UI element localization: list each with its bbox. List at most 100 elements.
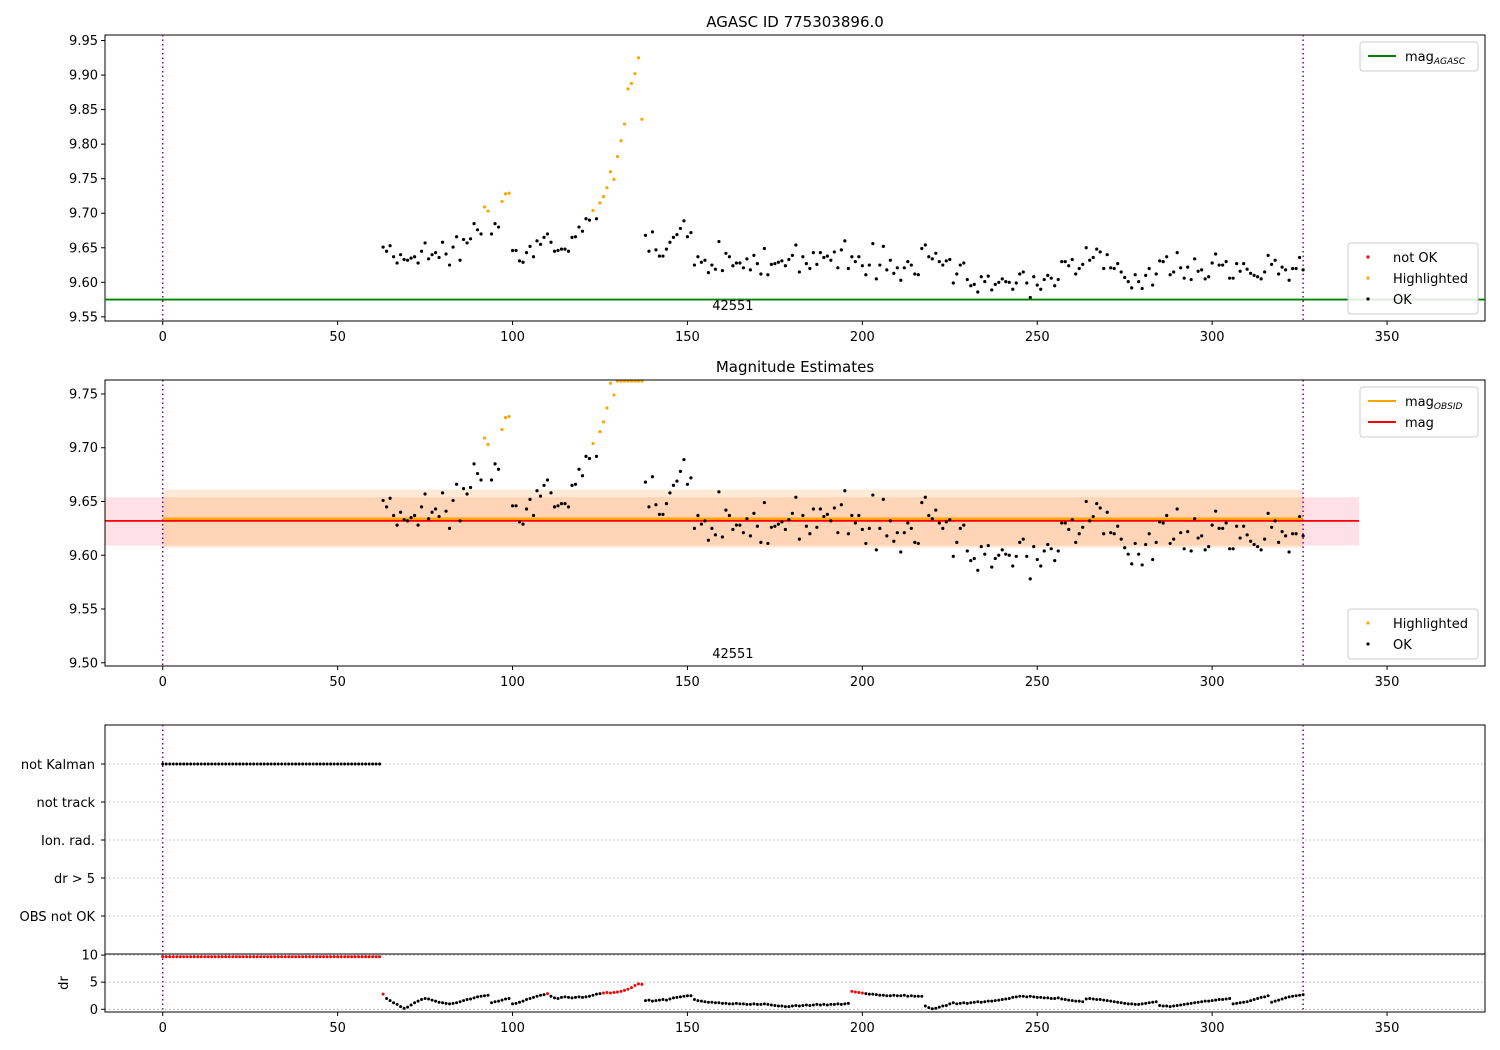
ok-point: [1252, 542, 1256, 547]
not-kalman-flag-point: [290, 762, 294, 766]
dr-point: [1000, 998, 1004, 1002]
ok-point: [815, 525, 819, 529]
dr-point: [1116, 1000, 1120, 1004]
ok-point: [801, 255, 805, 259]
dr-point: [1249, 999, 1253, 1003]
ok-point: [860, 264, 864, 268]
x-tick-label: 150: [675, 675, 700, 690]
ok-point: [962, 523, 966, 527]
ok-point: [766, 273, 770, 277]
ok-point: [475, 228, 480, 232]
dr-point: [497, 999, 501, 1003]
dr-point: [1018, 994, 1022, 998]
dr-large-point: [339, 955, 343, 959]
ok-point: [1259, 548, 1263, 552]
ok-point: [493, 221, 497, 226]
dr-point: [1193, 1001, 1197, 1005]
dr-point: [560, 995, 564, 999]
dr-point: [399, 1005, 403, 1009]
dr-point: [1172, 1004, 1176, 1008]
ok-point: [839, 503, 843, 507]
dr-large-point: [350, 955, 354, 959]
ok-point: [594, 454, 599, 458]
not-kalman-flag-point: [273, 762, 277, 766]
dr-large-point: [287, 955, 291, 959]
ok-point: [937, 259, 941, 264]
ok-point: [962, 261, 966, 265]
highlighted-point: [608, 170, 613, 174]
x-tick-label: 50: [329, 675, 346, 690]
x-tick-label: 300: [1200, 675, 1225, 690]
not-kalman-flag-point: [329, 762, 333, 766]
dr-point: [1060, 997, 1064, 1001]
ok-point: [720, 535, 725, 539]
ok-point: [1077, 266, 1081, 271]
highlighted-point: [507, 191, 511, 195]
ok-point: [797, 270, 801, 274]
dr-large-point: [318, 955, 322, 959]
dr-point: [738, 1002, 742, 1006]
ok-point: [1119, 537, 1123, 541]
ok-point: [1210, 261, 1214, 265]
highlighted-point: [598, 201, 602, 205]
ok-point: [514, 248, 518, 253]
not-kalman-flag-point: [308, 762, 312, 766]
ok-point: [1060, 259, 1064, 264]
dr-point: [899, 994, 903, 998]
not-kalman-flag-point: [231, 762, 235, 766]
ok-point: [1210, 523, 1214, 527]
not-kalman-flag-point: [182, 762, 186, 766]
dr-point: [675, 995, 679, 999]
ok-point: [1263, 270, 1267, 274]
not-kalman-flag-point: [168, 762, 172, 766]
ok-point: [1186, 265, 1190, 269]
dr-point: [608, 991, 612, 995]
dr-point: [601, 991, 605, 995]
ok-point: [517, 520, 522, 524]
dr-point: [881, 993, 885, 997]
dr-point: [913, 994, 917, 998]
ok-point: [661, 254, 665, 258]
dr-point: [511, 1002, 515, 1006]
ok-point: [1291, 266, 1295, 271]
dr-point: [1235, 1001, 1239, 1005]
ok-point: [899, 550, 903, 554]
y-tick-label: 9.65: [69, 241, 98, 256]
dr-large-point: [220, 955, 224, 959]
dr-point: [1186, 1002, 1190, 1006]
dr-large-point: [325, 955, 329, 959]
dr-point: [1049, 996, 1053, 1000]
ok-point: [1280, 530, 1284, 534]
ok-point: [738, 523, 742, 527]
flags-panel: not Kalman not track Ion. rad. dr > 5 OBS no…: [20, 724, 1486, 955]
dr-point: [629, 986, 633, 990]
dr-large-point: [259, 955, 263, 959]
dr-point: [741, 1002, 745, 1006]
dr-point: [539, 993, 543, 997]
ok-point: [542, 235, 546, 240]
ok-point: [542, 483, 546, 487]
dr-point: [668, 997, 672, 1001]
x-tick-label: 300: [1200, 1021, 1225, 1036]
dr-large-point: [182, 955, 186, 959]
highlighted-point: [636, 56, 641, 60]
ok-point: [836, 531, 840, 535]
not-kalman-flag-point: [374, 762, 378, 766]
ok-point: [944, 259, 948, 263]
not-kalman-flag-point: [171, 762, 175, 766]
ok-point: [489, 478, 494, 482]
dr-large-point: [252, 955, 256, 959]
dr-point: [783, 1005, 787, 1009]
legend-entry-label: Highlighted: [1393, 617, 1468, 632]
dr-point: [790, 1004, 794, 1008]
y-tick-label: 9.60: [69, 276, 98, 291]
dr-large-point: [357, 955, 361, 959]
dr-point: [976, 1000, 980, 1004]
dr-point: [1147, 1001, 1151, 1005]
ok-point: [1032, 545, 1036, 549]
dr-point: [853, 990, 857, 994]
ok-point: [549, 491, 553, 495]
ok-point: [818, 251, 822, 255]
ok-point: [1270, 262, 1274, 266]
ok-point: [398, 253, 403, 257]
